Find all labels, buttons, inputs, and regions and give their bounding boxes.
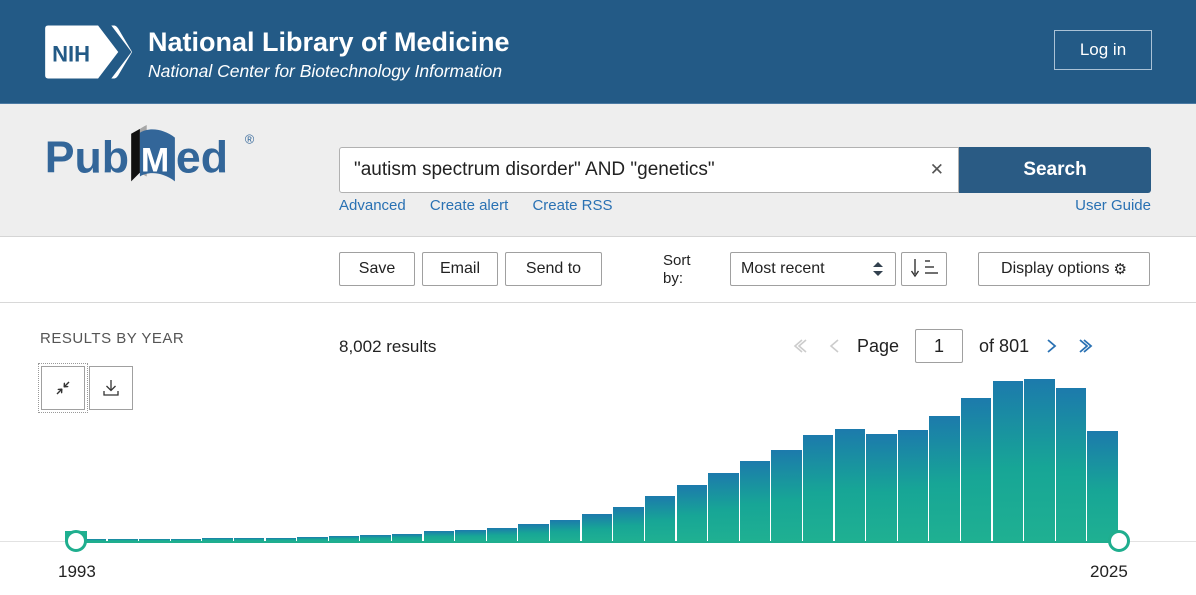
svg-text:®: ® bbox=[245, 132, 255, 146]
svg-text:ed: ed bbox=[176, 134, 228, 183]
svg-text:Pub: Pub bbox=[45, 134, 129, 183]
svg-text:M: M bbox=[141, 142, 169, 180]
svg-text:NIH: NIH bbox=[52, 41, 90, 66]
